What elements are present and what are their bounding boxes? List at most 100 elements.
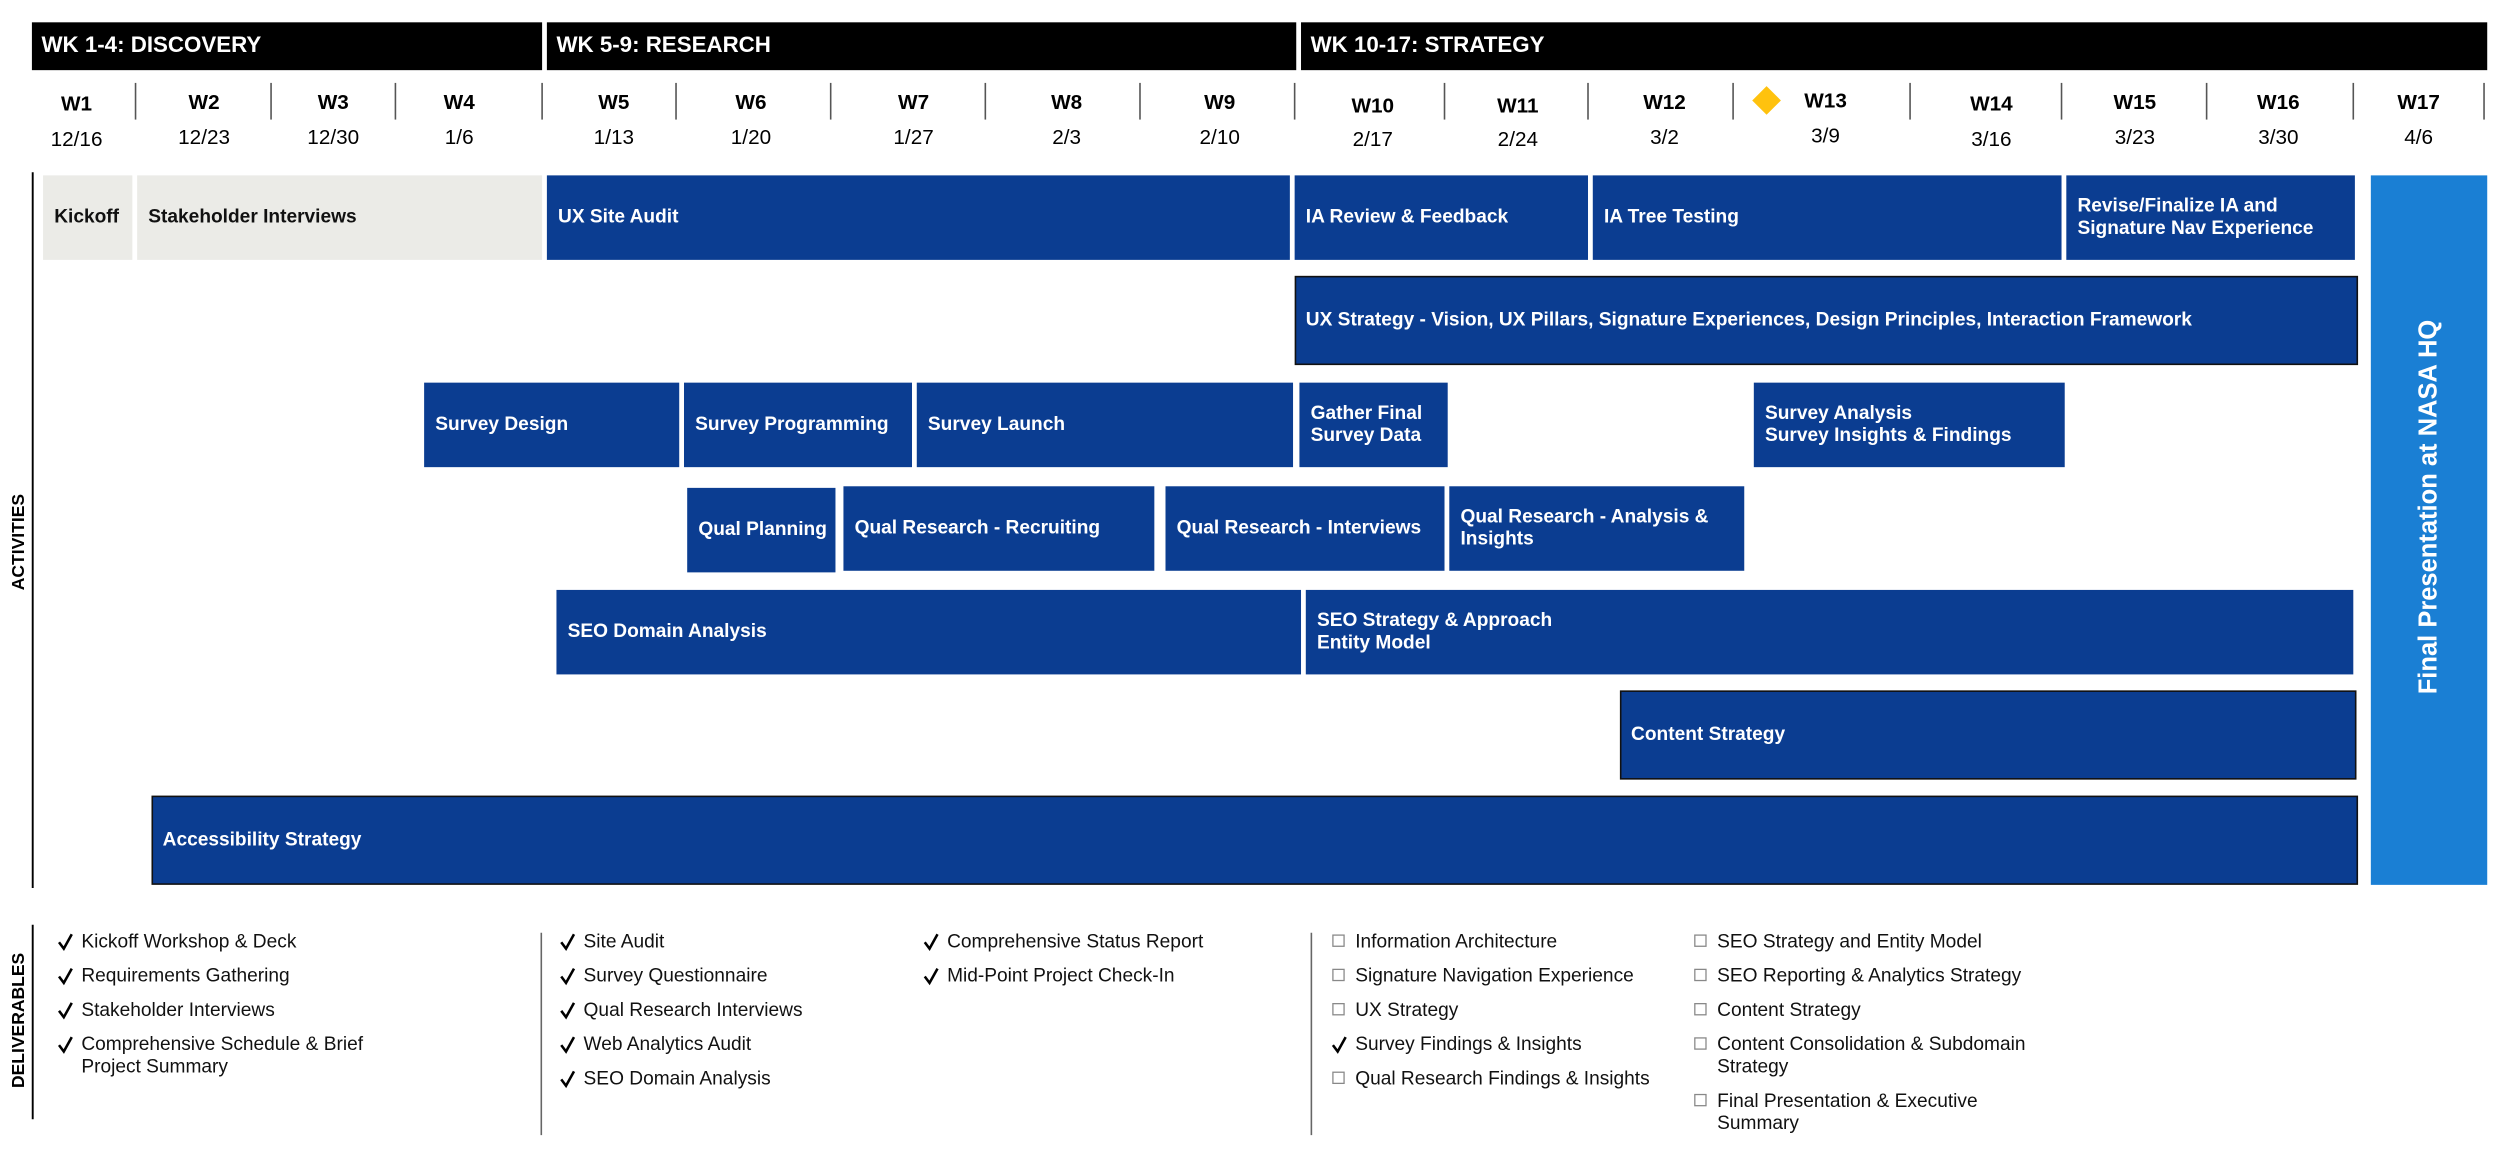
week-label: W15 bbox=[2114, 91, 2157, 114]
week-date: 12/30 bbox=[307, 126, 359, 149]
section-label: ACTIVITIES bbox=[8, 494, 28, 590]
week-label: W1 bbox=[61, 93, 92, 116]
activity-label: Qual Research - Analysis & bbox=[1460, 506, 1708, 527]
activity-label: Survey Programming bbox=[695, 414, 888, 435]
check-mark bbox=[923, 967, 939, 986]
section-label: DELIVERABLES bbox=[8, 953, 28, 1088]
activity-bar bbox=[2066, 175, 2355, 260]
activity-bar bbox=[424, 382, 680, 468]
activity-bar bbox=[684, 382, 912, 468]
phase-label: WK 1-4: DISCOVERY bbox=[41, 32, 261, 57]
activity-label: Signature Nav Experience bbox=[2077, 218, 2313, 239]
activity-bar bbox=[1305, 589, 2354, 675]
checkbox bbox=[1694, 934, 1707, 947]
week-date: 3/23 bbox=[2115, 126, 2155, 149]
checkbox bbox=[1694, 1003, 1707, 1016]
deliverable-text: Content Consolidation & Subdomain bbox=[1717, 1034, 2025, 1055]
activity-bar bbox=[1294, 275, 2359, 366]
week-date: 1/20 bbox=[731, 126, 771, 149]
check-mark bbox=[560, 1036, 576, 1054]
activity-bar bbox=[546, 175, 1290, 260]
activity-label: IA Tree Testing bbox=[1604, 207, 1739, 228]
deliverable-text: Comprehensive Schedule & Brief bbox=[81, 1034, 363, 1055]
activity-label: Kickoff bbox=[54, 207, 119, 228]
activity-bar bbox=[151, 795, 2359, 885]
activity-label: Gather Final bbox=[1311, 403, 1423, 424]
phase-bar bbox=[1301, 22, 2488, 71]
checkbox bbox=[1694, 1093, 1707, 1107]
phase-bar bbox=[546, 22, 1297, 71]
week-date: 2/17 bbox=[1353, 128, 1393, 151]
activity-bar bbox=[1299, 382, 1448, 468]
deliverable-text: Kickoff Workshop & Deck bbox=[81, 931, 297, 952]
deliverable-text: Comprehensive Status Report bbox=[947, 931, 1204, 952]
activity-bar bbox=[43, 175, 133, 260]
week-label: W9 bbox=[1204, 91, 1235, 114]
checkbox bbox=[1694, 968, 1707, 982]
deliverable-text: Survey Questionnaire bbox=[584, 966, 768, 987]
week-label: W11 bbox=[1497, 94, 1538, 117]
activity-bar bbox=[1753, 382, 2065, 468]
activity-bar bbox=[556, 589, 1302, 675]
deliverable-text: Mid-Point Project Check-In bbox=[947, 966, 1174, 987]
deliverable-text: Survey Findings & Insights bbox=[1355, 1034, 1581, 1055]
deliverable-text: Final Presentation & Executive bbox=[1717, 1091, 1977, 1112]
activity-label: UX Site Audit bbox=[558, 207, 679, 228]
activity-label: Entity Model bbox=[1317, 632, 1431, 653]
activity-label: Revise/Finalize IA and bbox=[2077, 196, 2277, 217]
check-mark bbox=[560, 1002, 576, 1020]
activity-bar bbox=[1294, 175, 1589, 260]
check-mark bbox=[560, 933, 576, 951]
check-mark bbox=[560, 1070, 576, 1089]
deliverable-text: SEO Domain Analysis bbox=[584, 1068, 771, 1089]
week-date: 12/16 bbox=[51, 128, 103, 151]
final-presentation-label: Final Presentation at NASA HQ bbox=[2415, 320, 2443, 695]
activity-label: Survey Launch bbox=[928, 414, 1065, 435]
activity-bar bbox=[1165, 486, 1445, 571]
phase-label: WK 10-17: STRATEGY bbox=[1311, 32, 1545, 57]
week-date: 4/6 bbox=[2404, 126, 2433, 149]
final-presentation-bar bbox=[2370, 175, 2488, 885]
deliverable-text: Summary bbox=[1717, 1113, 1799, 1134]
check-mark bbox=[560, 967, 576, 986]
deliverable-text: Project Summary bbox=[81, 1056, 228, 1077]
week-label: W8 bbox=[1051, 91, 1082, 114]
deliverable-text: Site Audit bbox=[584, 931, 665, 952]
activity-bar bbox=[137, 175, 543, 260]
activity-label: Survey Design bbox=[435, 414, 568, 435]
activity-bar bbox=[1449, 486, 1745, 571]
week-label: W10 bbox=[1351, 94, 1394, 117]
week-date: 2/10 bbox=[1200, 126, 1240, 149]
deliverable-text: Web Analytics Audit bbox=[584, 1034, 752, 1055]
week-label: W2 bbox=[189, 91, 220, 114]
activity-label: UX Strategy - Vision, UX Pillars, Signat… bbox=[1306, 310, 2192, 331]
week-date: 3/2 bbox=[1650, 126, 1679, 149]
deliverable-text: Requirements Gathering bbox=[81, 966, 289, 987]
activity-label: Accessibility Strategy bbox=[163, 829, 362, 850]
checkbox bbox=[1332, 1003, 1345, 1016]
week-date: 2/24 bbox=[1498, 128, 1538, 151]
deliverable-text: Information Architecture bbox=[1355, 931, 1557, 952]
phase-bar bbox=[31, 22, 543, 71]
week-label: W14 bbox=[1970, 93, 2013, 116]
activity-label: IA Review & Feedback bbox=[1306, 207, 1509, 228]
deliverable-text: UX Strategy bbox=[1355, 1000, 1459, 1021]
week-label: W6 bbox=[735, 91, 766, 114]
check-mark bbox=[57, 1002, 73, 1020]
week-date: 12/23 bbox=[178, 126, 230, 149]
week-label: W7 bbox=[898, 91, 929, 114]
deliverable-text: SEO Strategy and Entity Model bbox=[1717, 931, 1982, 952]
activity-label: Qual Research - Interviews bbox=[1177, 518, 1421, 539]
week-label: W16 bbox=[2257, 91, 2300, 114]
activity-label: Qual Planning bbox=[698, 519, 827, 540]
activity-label: Insights bbox=[1460, 529, 1533, 550]
check-mark bbox=[57, 933, 73, 951]
week-date: 1/27 bbox=[893, 126, 933, 149]
phase-label: WK 5-9: RESEARCH bbox=[556, 32, 770, 57]
activity-label: Survey Analysis bbox=[1765, 403, 1912, 424]
deliverable-text: Qual Research Interviews bbox=[584, 1000, 803, 1021]
activity-label: SEO Strategy & Approach bbox=[1317, 610, 1552, 631]
week-label: W3 bbox=[318, 91, 349, 114]
week-date: 3/9 bbox=[1811, 125, 1840, 148]
